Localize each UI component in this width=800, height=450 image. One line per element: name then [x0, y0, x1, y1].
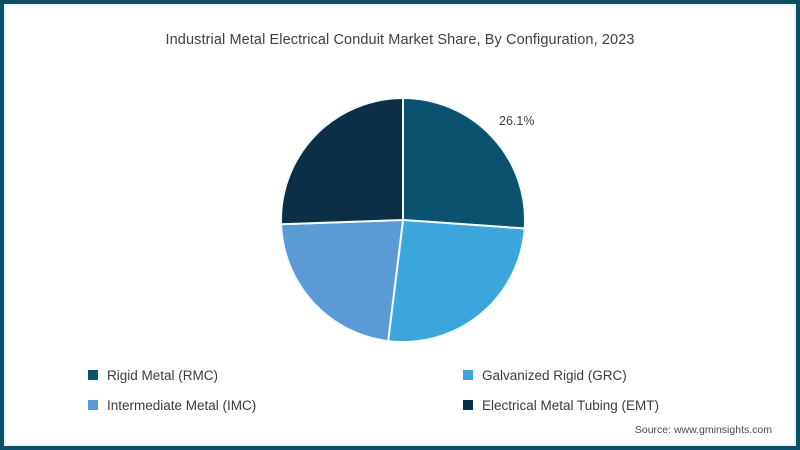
legend-swatch-icon [88, 370, 98, 380]
legend-swatch-icon [463, 370, 473, 380]
legend-row: Intermediate Metal (IMC) Electrical Meta… [88, 390, 728, 420]
legend-item-label: Electrical Metal Tubing (EMT) [482, 397, 660, 413]
pie-slice[interactable] [281, 98, 404, 226]
page-title: Industrial Metal Electrical Conduit Mark… [165, 32, 635, 48]
pie-chart [281, 98, 525, 342]
legend-swatch-icon [463, 400, 473, 410]
pie-slice[interactable] [402, 98, 525, 230]
legend-item-electrical-metal-tubing[interactable]: Electrical Metal Tubing (EMT) [463, 390, 728, 420]
pie-slice[interactable] [281, 218, 405, 342]
legend-swatch-icon [88, 400, 98, 410]
source-attribution: Source: www.gminsights.com [634, 424, 772, 436]
legend-item-galvanized-rigid[interactable]: Galvanized Rigid (GRC) [463, 360, 728, 390]
legend-item-intermediate-metal[interactable]: Intermediate Metal (IMC) [88, 390, 463, 420]
legend-item-rigid-metal[interactable]: Rigid Metal (RMC) [88, 360, 463, 390]
legend-item-label: Intermediate Metal (IMC) [107, 397, 257, 413]
pie-chart-svg [281, 98, 525, 342]
legend-item-label: Rigid Metal (RMC) [107, 367, 219, 383]
legend-row: Rigid Metal (RMC) Galvanized Rigid (GRC) [88, 360, 728, 390]
chart-legend: Rigid Metal (RMC) Galvanized Rigid (GRC)… [88, 360, 728, 420]
slice-percent-label-rigid-metal: 26.1% [499, 114, 535, 128]
pie-slice[interactable] [387, 218, 525, 342]
legend-item-label: Galvanized Rigid (GRC) [482, 367, 627, 383]
